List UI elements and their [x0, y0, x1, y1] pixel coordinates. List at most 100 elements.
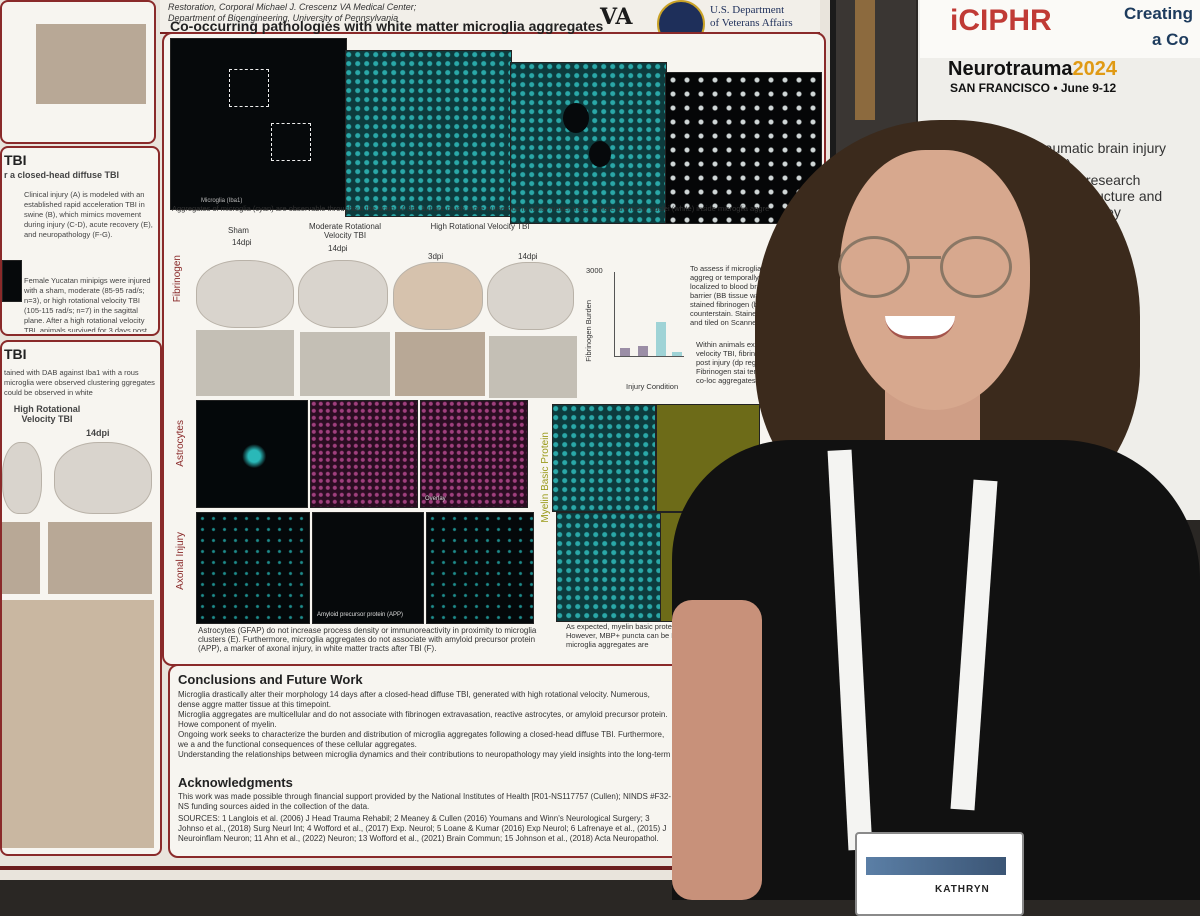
- col-sham-dpi: 14dpi: [232, 238, 252, 247]
- brain-slice-sham: [196, 260, 294, 328]
- brain-slice-moderate: [298, 260, 388, 328]
- bar: [620, 348, 630, 356]
- col-high: High Rotational Velocity TBI: [430, 222, 530, 231]
- histology-image: [36, 24, 146, 104]
- x-axis: [614, 356, 684, 357]
- right-tagline-1: Creating: [1124, 4, 1193, 23]
- left-card-title: TBI: [4, 152, 27, 168]
- poster-frame: [0, 866, 820, 870]
- conclusion-bullet: Microglia aggregates are multicellular a…: [178, 710, 668, 729]
- micrograph-mbp-iba1-2: [556, 512, 666, 622]
- right-tagline-2: a Co: [1152, 30, 1189, 49]
- micrograph-iba1-axonal: [196, 512, 310, 624]
- conclusion-bullet: Microglia drastically alter their morpho…: [178, 690, 650, 709]
- bar: [638, 346, 648, 356]
- col-high-3dpi: 3dpi: [428, 252, 444, 261]
- pig-image: [2, 260, 22, 302]
- ack-text: This work was made possible through fina…: [178, 792, 671, 811]
- conclusion-bullet: Understanding the relationships between …: [178, 750, 671, 759]
- micrograph-overview: Microglia (Iba1): [170, 38, 347, 210]
- vessel: [563, 103, 589, 133]
- brain-slice-high-14dpi: [487, 262, 574, 330]
- brain-slice: [2, 442, 42, 514]
- micrograph-iba1: [196, 400, 308, 508]
- conclusions-section: [168, 664, 682, 858]
- tissue-high-14dpi: [489, 336, 577, 398]
- mbp-caption: As expected, myelin basic prote However,…: [566, 622, 692, 649]
- va-logo: VA: [600, 4, 633, 30]
- methods-text-2: Female Yucatan minipigs were injured wit…: [24, 276, 151, 332]
- glasses-right-lens-icon: [940, 236, 1012, 298]
- iciphr-logo: iCIPHR: [950, 4, 1052, 37]
- col-high-14dpi: 14dpi: [518, 252, 538, 261]
- results-title: TBI: [4, 346, 27, 362]
- bar: [656, 322, 666, 356]
- conference-name: Neurotrauma2024: [948, 58, 1117, 81]
- poster-stand: [855, 0, 875, 120]
- x-axis-label: Injury Condition: [626, 382, 679, 391]
- conference-location: SAN FRANCISCO • June 9-12: [950, 81, 1117, 95]
- left-card-subtitle: r a closed-head diffuse TBI: [4, 170, 120, 180]
- dept-name: U.S. Department of Veterans Affairs: [710, 4, 793, 30]
- affiliation-line-2: Department of Bioengineering, University…: [168, 13, 399, 23]
- tissue-high-3dpi: [395, 332, 485, 396]
- astrocytes-row-label: Astrocytes: [175, 420, 186, 467]
- micrograph-cyan: [345, 50, 512, 217]
- badge-banner: [866, 857, 1006, 875]
- col-moderate: Moderate Rotational Velocity TBI: [308, 222, 382, 240]
- results-text: tained with DAB against Iba1 with a rous…: [4, 368, 155, 397]
- section-title: Co-occurring pathologies with white matt…: [170, 18, 604, 34]
- left-card-results: TBI tained with DAB against Iba1 with a …: [0, 340, 162, 856]
- y-tick-top: 3000: [586, 266, 603, 275]
- micrograph-app: Amyloid precursor protein (APP): [312, 512, 424, 624]
- dept-line-2: of Veterans Affairs: [710, 17, 793, 29]
- glasses-bridge: [907, 256, 941, 259]
- arm: [672, 600, 762, 900]
- conclusion-bullet: Ongoing work seeks to characterize the b…: [178, 730, 665, 749]
- fibrinogen-chart: 3000 Fibrinogen Burden Injury Condition: [584, 262, 686, 392]
- y-axis: [614, 272, 615, 356]
- left-card-methods: TBI r a closed-head diffuse TBI Clinical…: [0, 146, 160, 336]
- gfap-caption: Astrocytes (GFAP) do not increase proces…: [198, 626, 537, 653]
- brain-slice-high-3dpi: [393, 262, 483, 330]
- ack-title: Acknowledgments: [178, 775, 293, 790]
- histology-image: [2, 522, 40, 594]
- micrograph-nuclei: [665, 72, 822, 224]
- right-poster-banner: [920, 0, 1200, 58]
- tissue-moderate: [300, 332, 390, 396]
- overlay-label: Overlay: [425, 496, 446, 502]
- poster-header: [160, 0, 820, 34]
- vessel: [589, 141, 611, 167]
- col-moderate-dpi: 14dpi: [328, 244, 348, 253]
- left-card-top: [0, 0, 156, 144]
- histology-image: [48, 522, 152, 594]
- affiliation-line-1: Restoration, Corporal Michael J. Crescen…: [168, 2, 417, 12]
- col-sham: Sham: [228, 226, 249, 235]
- fibrinogen-text: To assess if microglia aggreg or tempora…: [690, 264, 777, 327]
- conference-title: Neurotrauma: [948, 58, 1073, 80]
- panel-a-caption: Aggregates of microglia (cyan) are obser…: [172, 204, 770, 213]
- tissue-sham: [196, 330, 294, 396]
- app-label: Amyloid precursor protein (APP): [317, 612, 404, 618]
- hrv-label: High Rotational Velocity TBI: [13, 404, 81, 424]
- conference-year: 2024: [1072, 58, 1117, 80]
- micrograph-mbp-iba1: [552, 404, 656, 512]
- micrograph-overlay: Overlay: [420, 400, 528, 508]
- fibrinogen-text-2: Within animals exp velocity TBI, fibrino…: [696, 340, 782, 385]
- inset-box: [271, 123, 311, 161]
- badge-name: KATHRYN: [935, 884, 990, 895]
- micrograph-gfap: [310, 400, 418, 508]
- glasses-left-lens-icon: [838, 236, 910, 298]
- inset-box: [229, 69, 269, 107]
- dept-line-1: U.S. Department: [710, 4, 785, 16]
- bar: [672, 352, 682, 356]
- dpi-label: 14dpi: [86, 428, 110, 438]
- micrograph-overlay-axonal: [426, 512, 534, 624]
- brain-slice: [54, 442, 152, 514]
- mbp-row-label: Myelin Basic Protein: [540, 432, 551, 523]
- axonal-row-label: Axonal Injury: [175, 532, 186, 590]
- methods-text-1: Clinical injury (A) is modeled with an e…: [24, 190, 153, 239]
- conclusions-title: Conclusions and Future Work: [178, 672, 363, 687]
- micrograph-cyan: [510, 62, 667, 224]
- affiliation: Restoration, Corporal Michael J. Crescen…: [168, 2, 416, 24]
